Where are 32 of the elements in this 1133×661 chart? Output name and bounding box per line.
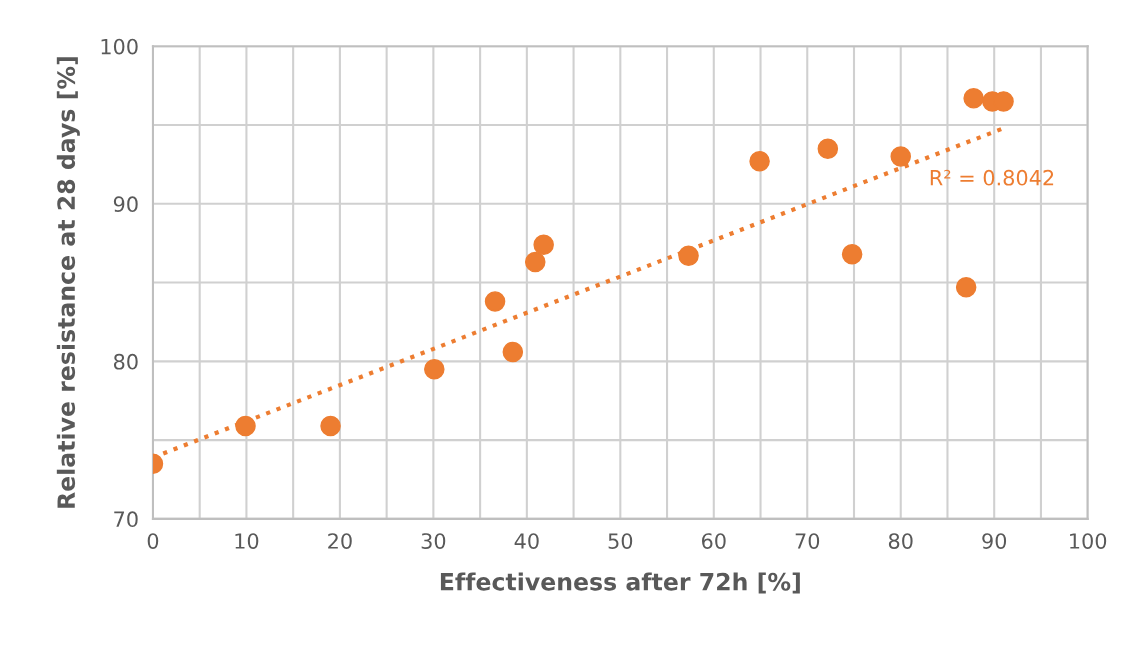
y-tick-label: 80	[113, 353, 138, 370]
x-axis-title: Effectiveness after 72h [%]	[440, 572, 800, 594]
y-axis-title: Relative resistance at 28 days [%]	[56, 57, 80, 508]
y-tick-label: 90	[113, 196, 138, 213]
point	[502, 341, 524, 363]
point	[963, 87, 984, 109]
point	[841, 243, 863, 265]
x-tick-label: 10	[235, 533, 259, 549]
y-tick-label: 100	[101, 38, 138, 55]
point	[484, 291, 506, 312]
point	[424, 358, 445, 380]
x-tick-label: 30	[421, 533, 446, 549]
point	[749, 151, 770, 172]
point	[320, 415, 341, 437]
point	[955, 277, 977, 298]
annotation: R² = 0.8042	[930, 169, 1054, 186]
x-tick-label: 0	[147, 533, 159, 549]
point	[678, 245, 699, 267]
point	[890, 146, 912, 167]
point	[533, 234, 554, 256]
x-tick-label: 40	[514, 533, 539, 549]
point	[524, 251, 546, 273]
x-tick-label: 100	[1070, 533, 1107, 549]
x-tick-label: 50	[608, 533, 633, 549]
x-tick-label: 20	[328, 533, 352, 549]
point	[817, 138, 839, 159]
x-tick-label: 80	[888, 533, 913, 549]
y-tick-label: 70	[114, 511, 138, 528]
point	[235, 415, 256, 437]
x-tick-label: 70	[795, 533, 820, 549]
x-tick-label: 90	[982, 533, 1007, 549]
x-tick-label: 60	[701, 533, 726, 549]
